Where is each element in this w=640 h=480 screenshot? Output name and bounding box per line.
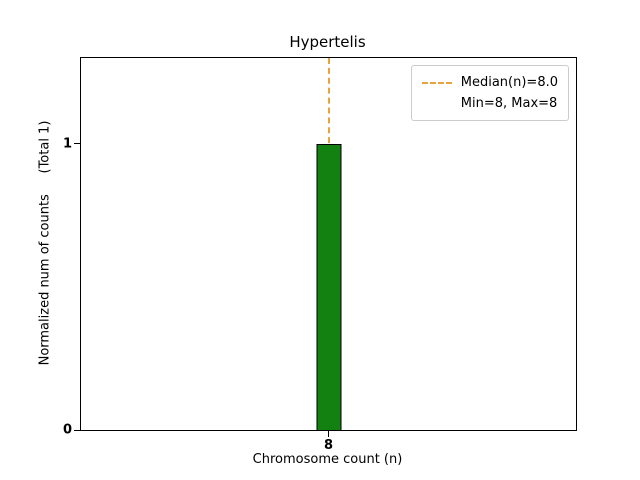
legend: Median(n)=8.0 Min=8, Max=8 xyxy=(410,65,569,121)
y-axis-label: Normalized num of counts (Total 1) xyxy=(37,120,53,366)
x-tick-mark xyxy=(328,431,329,437)
dashed-line-swatch xyxy=(421,81,452,84)
x-axis-label: Chromosome count (n) xyxy=(252,452,403,467)
y-tick-mark xyxy=(74,429,80,431)
chart-title: Hypertelis xyxy=(289,33,366,51)
y-tick-mark xyxy=(74,143,80,145)
plot-area: 0 1 8 Median(n)=8.0 Min=8, Max=8 xyxy=(63,57,577,453)
legend-entry-median: Median(n)=8.0 xyxy=(421,72,558,93)
legend-label-minmax: Min=8, Max=8 xyxy=(460,95,558,111)
bar xyxy=(316,143,341,430)
y-tick-label: 1 xyxy=(62,136,72,152)
legend-entry-minmax: Min=8, Max=8 xyxy=(422,93,558,114)
y-tick-label: 0 xyxy=(62,422,72,438)
x-tick-label: 8 xyxy=(323,438,334,453)
legend-label-median: Median(n)=8.0 xyxy=(460,74,558,90)
